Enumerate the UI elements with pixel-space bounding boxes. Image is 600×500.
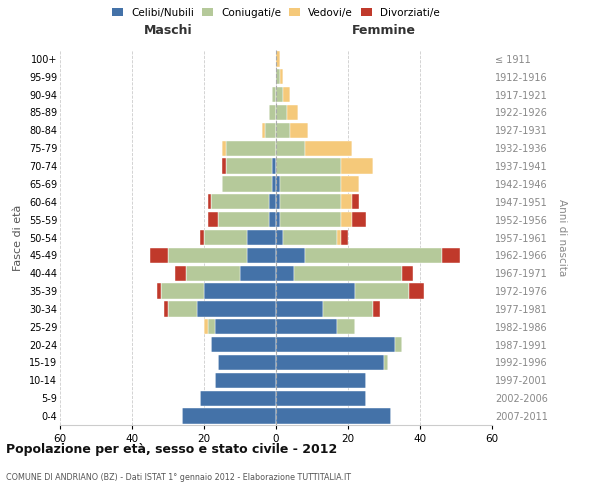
Bar: [280, 194, 341, 210]
Bar: [287, 105, 298, 120]
Bar: [276, 284, 355, 298]
Bar: [265, 123, 276, 138]
Text: Femmine: Femmine: [352, 24, 416, 38]
Bar: [323, 302, 373, 316]
Bar: [305, 140, 352, 156]
Bar: [276, 212, 280, 227]
Bar: [276, 87, 283, 102]
Bar: [272, 176, 276, 192]
Bar: [276, 266, 294, 281]
Bar: [211, 337, 276, 352]
Bar: [276, 408, 391, 424]
Bar: [352, 212, 366, 227]
Bar: [276, 319, 337, 334]
Bar: [402, 266, 413, 281]
Bar: [280, 176, 341, 192]
Bar: [373, 302, 380, 316]
Bar: [150, 248, 168, 263]
Bar: [157, 284, 161, 298]
Bar: [276, 69, 280, 84]
Bar: [222, 176, 272, 192]
Bar: [276, 373, 366, 388]
Bar: [276, 337, 395, 352]
Bar: [175, 266, 186, 281]
Bar: [276, 176, 280, 192]
Bar: [211, 194, 269, 210]
Bar: [283, 87, 290, 102]
Bar: [269, 194, 276, 210]
Bar: [161, 284, 204, 298]
Bar: [276, 302, 323, 316]
Bar: [384, 355, 388, 370]
Bar: [337, 319, 355, 334]
Bar: [276, 194, 280, 210]
Text: Popolazione per età, sesso e stato civile - 2012: Popolazione per età, sesso e stato civil…: [6, 442, 337, 456]
Bar: [200, 230, 204, 245]
Y-axis label: Fasce di età: Fasce di età: [13, 204, 23, 270]
Bar: [409, 284, 424, 298]
Bar: [341, 194, 352, 210]
Bar: [276, 140, 305, 156]
Bar: [290, 123, 308, 138]
Bar: [276, 158, 341, 174]
Bar: [341, 176, 359, 192]
Bar: [395, 337, 402, 352]
Bar: [269, 105, 276, 120]
Bar: [294, 266, 402, 281]
Bar: [355, 284, 409, 298]
Text: Maschi: Maschi: [143, 24, 193, 38]
Legend: Celibi/Nubili, Coniugati/e, Vedovi/e, Divorziati/e: Celibi/Nubili, Coniugati/e, Vedovi/e, Di…: [112, 8, 440, 18]
Bar: [226, 158, 272, 174]
Bar: [182, 408, 276, 424]
Bar: [276, 105, 287, 120]
Bar: [276, 355, 384, 370]
Bar: [186, 266, 240, 281]
Bar: [208, 319, 215, 334]
Bar: [269, 212, 276, 227]
Bar: [262, 123, 265, 138]
Bar: [200, 390, 276, 406]
Bar: [247, 248, 276, 263]
Bar: [276, 390, 366, 406]
Bar: [283, 230, 337, 245]
Bar: [280, 212, 341, 227]
Bar: [218, 212, 269, 227]
Bar: [218, 355, 276, 370]
Bar: [240, 266, 276, 281]
Bar: [222, 140, 226, 156]
Bar: [208, 212, 218, 227]
Bar: [204, 284, 276, 298]
Bar: [204, 230, 247, 245]
Bar: [341, 230, 348, 245]
Bar: [341, 158, 373, 174]
Bar: [168, 248, 247, 263]
Bar: [204, 319, 208, 334]
Bar: [215, 319, 276, 334]
Bar: [272, 158, 276, 174]
Bar: [164, 302, 168, 316]
Bar: [305, 248, 442, 263]
Bar: [276, 230, 283, 245]
Bar: [226, 140, 276, 156]
Text: COMUNE DI ANDRIANO (BZ) - Dati ISTAT 1° gennaio 2012 - Elaborazione TUTTITALIA.I: COMUNE DI ANDRIANO (BZ) - Dati ISTAT 1° …: [6, 472, 351, 482]
Bar: [247, 230, 276, 245]
Bar: [222, 158, 226, 174]
Bar: [352, 194, 359, 210]
Bar: [276, 52, 280, 66]
Bar: [280, 69, 283, 84]
Bar: [215, 373, 276, 388]
Bar: [272, 87, 276, 102]
Bar: [276, 248, 305, 263]
Bar: [341, 212, 352, 227]
Bar: [442, 248, 460, 263]
Bar: [168, 302, 197, 316]
Bar: [197, 302, 276, 316]
Y-axis label: Anni di nascita: Anni di nascita: [557, 199, 567, 276]
Bar: [208, 194, 211, 210]
Bar: [337, 230, 341, 245]
Bar: [276, 123, 290, 138]
